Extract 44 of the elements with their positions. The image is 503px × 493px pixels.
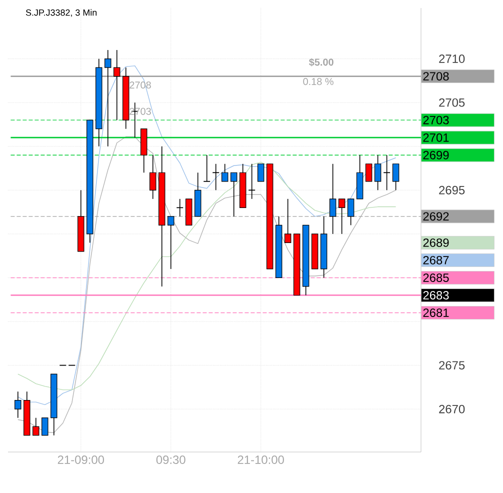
- ref-line-label: 2681: [423, 308, 449, 317]
- text: 2689: [423, 238, 449, 247]
- candlestick: [284, 198, 292, 244]
- candlestick: [221, 163, 228, 182]
- candlestick: [365, 163, 372, 182]
- candlestick: [383, 154, 390, 191]
- candlestick: [374, 154, 382, 191]
- candlestick: [257, 163, 264, 182]
- y-tick-label: 2710: [439, 54, 465, 64]
- candlestick: [114, 50, 120, 120]
- candlestick: [168, 216, 174, 270]
- ref-line-label: 2699: [423, 150, 449, 160]
- ref-line-label: 2692: [423, 212, 449, 221]
- x-tick-label: 09:30: [156, 456, 186, 464]
- y-tick-label: 2670: [439, 404, 465, 414]
- candlestick: [248, 163, 256, 200]
- y-tick-label: 2705: [439, 98, 465, 107]
- candlestick: [150, 154, 156, 200]
- candlestick: [176, 198, 184, 217]
- candlestick: [230, 172, 238, 217]
- annotation: 0.18 %: [303, 78, 334, 86]
- ref-line-label: 2703: [423, 116, 449, 124]
- ref-line-label: 2701: [423, 133, 449, 142]
- x-tick-label: 21-09:00: [58, 456, 104, 464]
- x-tick-label: 21-10:00: [238, 456, 284, 464]
- candlestick: [347, 198, 354, 226]
- text: 2683: [423, 291, 449, 300]
- annotation: $5.00: [308, 58, 334, 66]
- candlestick: [42, 418, 48, 436]
- candlestick: [203, 154, 211, 182]
- candlestick: [392, 163, 400, 191]
- candlestick: [104, 50, 112, 147]
- ref-line-label: 2708: [423, 72, 449, 81]
- ref-line-label: 2685: [423, 273, 449, 282]
- candlestick: [338, 198, 346, 234]
- text: 2687: [423, 256, 449, 264]
- y-tick-label: 2675: [439, 361, 465, 370]
- candlestick: [212, 163, 220, 191]
- candlestick: [329, 163, 336, 234]
- chart-title: S.JP.J3382, 3 Min: [26, 9, 97, 17]
- candlestick: [14, 391, 22, 418]
- candlestick: [32, 417, 40, 436]
- y-tick-label: 2695: [439, 186, 465, 194]
- line-series: [18, 65, 396, 406]
